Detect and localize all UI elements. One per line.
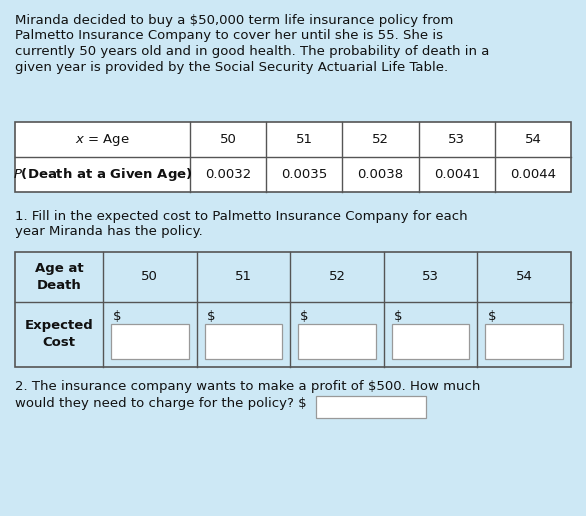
Text: 0.0041: 0.0041 [434,168,480,181]
Text: 53: 53 [448,133,465,146]
Text: $\it{x}$ = Age: $\it{x}$ = Age [75,132,130,148]
Text: 0.0038: 0.0038 [357,168,404,181]
Text: $: $ [394,310,403,323]
Text: year Miranda has the policy.: year Miranda has the policy. [15,225,203,238]
Text: would they need to charge for the policy? $: would they need to charge for the policy… [15,397,306,411]
Text: currently 50 years old and in good health. The probability of death in a: currently 50 years old and in good healt… [15,45,489,58]
Bar [15,122,571,192]
Text: 52: 52 [372,133,389,146]
Text: 50: 50 [141,270,158,283]
Text: $: $ [113,310,121,323]
Bar [205,324,282,359]
Text: Expected
Cost: Expected Cost [25,319,93,349]
Text: Miranda decided to buy a $50,000 term life insurance policy from: Miranda decided to buy a $50,000 term li… [15,14,454,27]
Bar [485,324,563,359]
Text: 50: 50 [220,133,237,146]
Text: 2. The insurance company wants to make a profit of $500. How much: 2. The insurance company wants to make a… [15,380,481,393]
Text: Age at
Death: Age at Death [35,262,83,292]
Text: 0.0035: 0.0035 [281,168,328,181]
Bar [15,252,571,367]
Text: $\it{P}$(Death at a Given Age): $\it{P}$(Death at a Given Age) [13,166,192,183]
Text: 0.0032: 0.0032 [205,168,251,181]
Text: 1. Fill in the expected cost to Palmetto Insurance Company for each: 1. Fill in the expected cost to Palmetto… [15,210,468,223]
Text: given year is provided by the Social Security Actuarial Life Table.: given year is provided by the Social Sec… [15,60,448,73]
Text: 52: 52 [329,270,346,283]
Text: $: $ [488,310,496,323]
Bar [111,324,189,359]
Bar [392,324,469,359]
Text: 54: 54 [516,270,533,283]
Text: 54: 54 [524,133,541,146]
Text: Palmetto Insurance Company to cover her until she is 55. She is: Palmetto Insurance Company to cover her … [15,29,443,42]
Text: $: $ [300,310,309,323]
Text: 51: 51 [235,270,252,283]
Text: 53: 53 [422,270,439,283]
Text: 51: 51 [296,133,313,146]
Text: 0.0044: 0.0044 [510,168,556,181]
Text: $: $ [207,310,215,323]
Bar [316,395,426,417]
Bar [298,324,376,359]
